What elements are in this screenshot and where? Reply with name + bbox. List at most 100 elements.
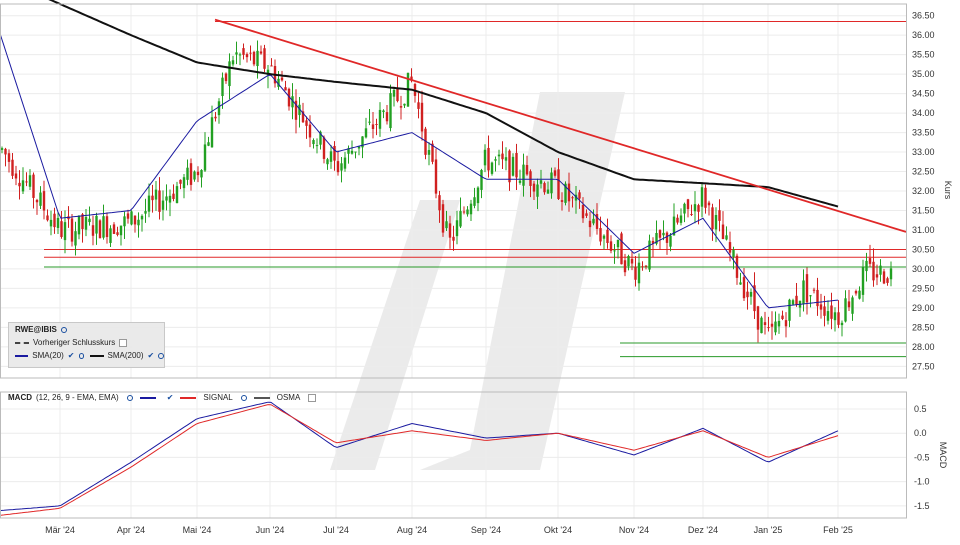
candle-body <box>739 282 742 285</box>
y-tick-label: 33.50 <box>912 128 935 138</box>
candle-body <box>700 187 704 207</box>
price-legend: RWE@IBIS Vorheriger Schlusskurs SMA(20) … <box>8 322 165 368</box>
checkbox-icon[interactable] <box>308 393 317 402</box>
candle-body <box>259 51 263 54</box>
macd-grid <box>0 392 906 518</box>
candle-body <box>39 192 42 206</box>
settings-icon[interactable] <box>126 394 133 401</box>
candle-body <box>826 311 830 321</box>
candle-body <box>574 194 578 201</box>
candle-body <box>137 219 140 226</box>
candle-body <box>102 216 105 238</box>
checkbox-icon[interactable] <box>119 338 128 347</box>
candle-body <box>529 171 532 186</box>
x-tick-label: Jul '24 <box>323 525 349 535</box>
candle-body <box>354 151 357 153</box>
candle-body <box>336 161 340 173</box>
candle-body <box>308 124 312 138</box>
candle-body <box>357 146 361 149</box>
settings-icon[interactable] <box>240 394 247 401</box>
candle-body <box>21 180 25 192</box>
candle-body <box>469 203 473 215</box>
y-tick-label: 28.00 <box>912 342 935 352</box>
y-tick-label: 34.00 <box>912 108 935 118</box>
candle-body <box>718 210 721 221</box>
macd-axis-label: MACD <box>938 442 948 469</box>
candle-body <box>854 290 858 294</box>
candle-body <box>81 214 84 230</box>
candle-body <box>515 152 518 178</box>
candle-body <box>844 298 847 322</box>
candle-body <box>165 196 168 201</box>
candle-body <box>833 312 837 321</box>
candle-body <box>777 320 781 327</box>
y-tick-label: 29.00 <box>912 303 935 313</box>
candle-body <box>494 159 497 161</box>
candle-body <box>123 216 126 227</box>
y-tick-label: 36.00 <box>912 30 935 40</box>
candle-body <box>172 193 175 199</box>
candle-body <box>399 106 403 108</box>
x-tick-label: Feb '25 <box>823 525 853 535</box>
x-tick-label: Okt '24 <box>544 525 572 535</box>
candle-body <box>606 229 609 244</box>
candle-body <box>245 54 249 58</box>
candle-body <box>4 148 7 155</box>
legend-symbol: RWE@IBIS <box>15 325 57 334</box>
candle-body <box>158 190 161 212</box>
candle-body <box>319 131 322 145</box>
candle-body <box>371 124 375 130</box>
candle-body <box>298 104 301 116</box>
y-tick-label: 28.50 <box>912 322 935 332</box>
candle-body <box>378 109 382 129</box>
settings-icon[interactable] <box>158 352 165 359</box>
candle-body <box>473 197 476 206</box>
candle-body <box>847 301 851 308</box>
candle-body <box>704 187 707 208</box>
candle-body <box>637 262 641 284</box>
candle-body <box>879 265 882 275</box>
signal-line <box>0 404 839 516</box>
candle-body <box>623 260 627 273</box>
candle-body <box>651 240 655 244</box>
candle-body <box>522 164 525 186</box>
candle-body <box>784 320 788 327</box>
y-tick-label: 35.50 <box>912 50 935 60</box>
x-tick-label: Jun '24 <box>256 525 285 535</box>
candle-body <box>424 128 427 155</box>
candle-body <box>781 315 784 320</box>
candle-body <box>536 184 539 197</box>
settings-icon[interactable] <box>60 326 67 333</box>
candle-body <box>770 323 774 327</box>
candle-body <box>333 145 336 161</box>
candle-body <box>616 239 620 248</box>
sma200-swatch <box>90 354 104 357</box>
candle-body <box>46 215 49 221</box>
candle-body <box>889 268 893 280</box>
candle-body <box>518 180 522 183</box>
candle-body <box>441 204 445 233</box>
check-icon[interactable]: ✔ <box>166 393 174 402</box>
check-icon[interactable]: ✔ <box>67 351 75 360</box>
candle-body <box>707 202 711 206</box>
legend-sma20: SMA(20) <box>32 351 64 360</box>
candle-body <box>284 87 287 91</box>
price-grid <box>0 4 906 378</box>
y-tick-label: 32.00 <box>912 186 935 196</box>
macd-lines <box>0 401 839 516</box>
macd-params: (12, 26, 9 - EMA, EMA) <box>36 393 119 402</box>
candle-body <box>581 205 585 219</box>
candle-body <box>347 148 350 154</box>
candle-body <box>788 299 791 321</box>
settings-icon[interactable] <box>78 352 85 359</box>
candle-body <box>193 171 196 180</box>
candle-body <box>445 221 448 229</box>
candle-body <box>767 327 770 329</box>
candle-body <box>287 88 291 107</box>
check-icon[interactable]: ✔ <box>147 351 155 360</box>
candle-body <box>95 215 98 234</box>
candle-body <box>214 116 217 119</box>
macd-tick-label: 0.0 <box>914 428 927 438</box>
axes: 27.50 28.00 28.50 29.00 29.50 30.00 30.50 31.00… <box>0 3 953 535</box>
